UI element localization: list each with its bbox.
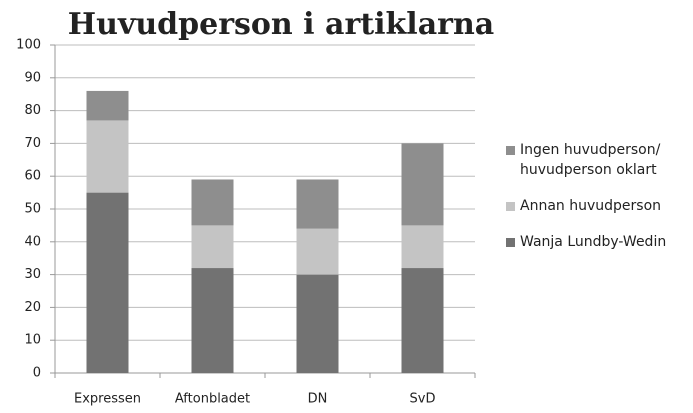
y-tick-label: 10	[24, 333, 41, 348]
bar-segment	[86, 90, 129, 121]
x-tick-label: DN	[308, 392, 328, 407]
legend-swatch	[506, 238, 515, 247]
bar-segment	[191, 179, 234, 226]
bar-segment	[86, 120, 129, 193]
y-tick-label: 0	[33, 366, 41, 381]
legend-item: Ingen huvudperson/ huvudperson oklart	[506, 140, 686, 180]
legend-item: Wanja Lundby-Wedin	[506, 232, 686, 252]
legend-item: Annan huvudperson	[506, 196, 686, 216]
legend-swatch	[506, 146, 515, 155]
legend-label: Annan huvudperson	[520, 198, 662, 214]
bar-segment	[296, 274, 339, 373]
y-tick-label: 20	[24, 300, 41, 315]
bar-segment	[296, 228, 339, 275]
bar-segment	[296, 179, 339, 229]
y-tick-label: 40	[24, 234, 41, 249]
bar-segment	[86, 192, 129, 373]
bar-segment	[191, 225, 234, 269]
x-tick-label: Expressen	[74, 392, 141, 407]
y-tick-label: 80	[24, 103, 41, 118]
bar-segment	[401, 268, 444, 373]
legend-label: Ingen huvudperson/ huvudperson oklart	[520, 142, 661, 178]
legend-swatch	[506, 202, 515, 211]
legend: Ingen huvudperson/ huvudperson oklart Ann…	[506, 140, 686, 268]
y-tick-label: 30	[24, 267, 41, 282]
y-tick-label: 100	[16, 38, 41, 53]
bar-segment	[401, 143, 444, 226]
legend-label: Wanja Lundby-Wedin	[520, 234, 667, 250]
y-tick-label: 90	[24, 70, 41, 85]
y-tick-label: 70	[24, 136, 41, 151]
bar-segment	[191, 268, 234, 373]
y-tick-label: 50	[24, 202, 41, 217]
bar-segment	[401, 225, 444, 269]
x-tick-label: SvD	[410, 392, 436, 407]
y-tick-label: 60	[24, 169, 41, 184]
x-tick-label: Aftonbladet	[175, 392, 250, 407]
chart-title: Huvudperson i artiklarna	[68, 7, 494, 42]
